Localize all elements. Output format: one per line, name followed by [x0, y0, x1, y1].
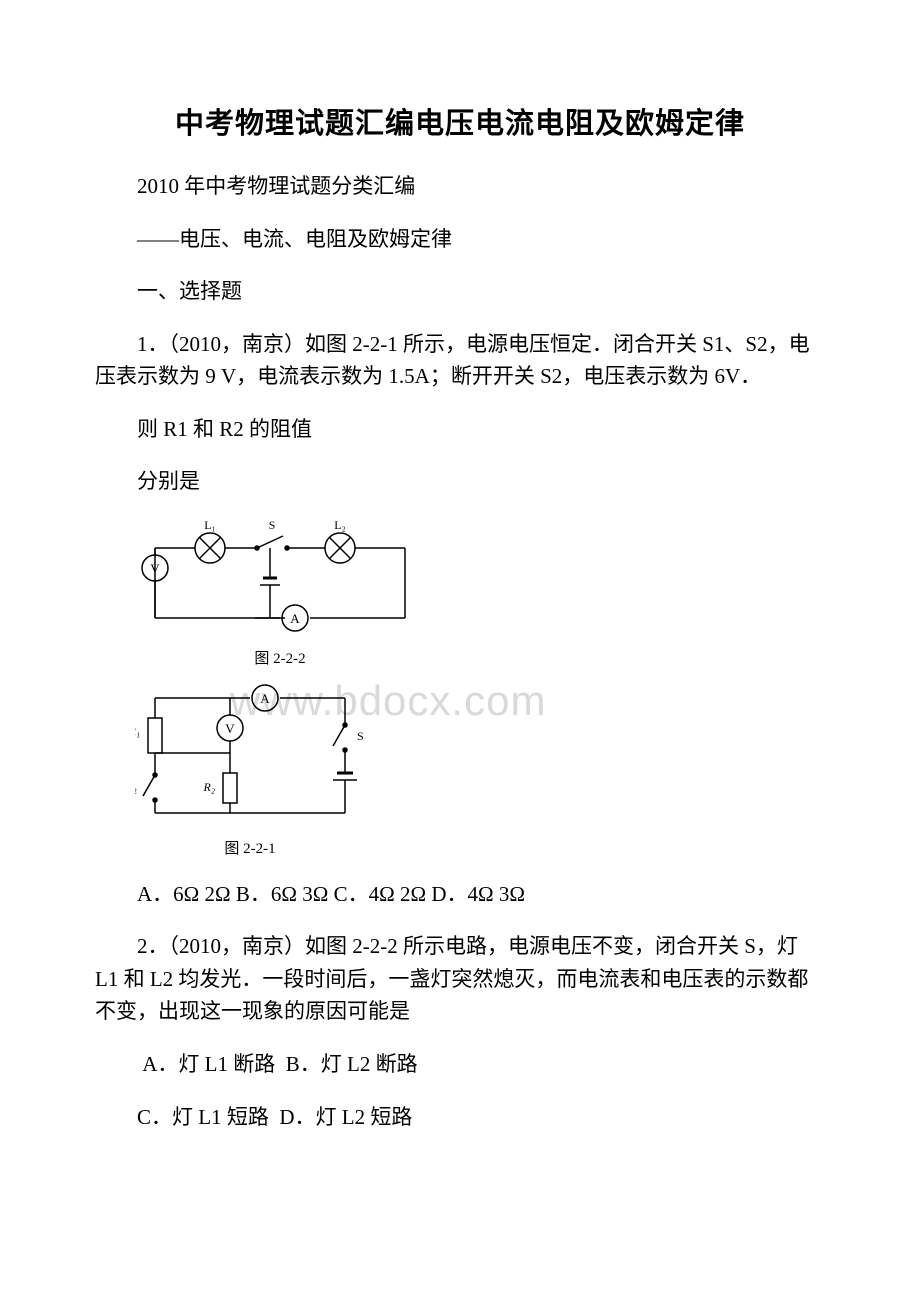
question-2-options-line1: A．灯 L1 断路 B．灯 L2 断路 — [95, 1048, 825, 1081]
v-label-221: V — [225, 721, 235, 736]
intro-line-1: 2010 年中考物理试题分类汇编 — [95, 170, 825, 203]
question-2-text: 2．（2010，南京）如图 2-2-2 所示电路，电源电压不变，闭合开关 S，灯… — [95, 930, 825, 1028]
s-label: S — [269, 518, 276, 532]
s1-label: S₁ — [357, 729, 365, 743]
r1-label: R₁ — [135, 724, 140, 738]
l1-label: L₁ — [204, 518, 216, 532]
figure-221-caption: 图 2-2-1 — [135, 837, 365, 858]
page-title: 中考物理试题汇编电压电流电阻及欧姆定律 — [95, 100, 825, 142]
v-label: V — [150, 561, 160, 576]
figure-2-2-1: A V R₁ R₂ S₁ S₂ 图 2-2-1 — [135, 678, 825, 858]
question-1-text: 1．（2010，南京）如图 2-2-1 所示，电源电压恒定．闭合开关 S1、S2… — [95, 328, 825, 393]
section-heading: 一、选择题 — [95, 275, 825, 308]
l2-label: L₂ — [334, 518, 346, 532]
figures-block: V A L₁ L₂ S 图 2-2-2 — [135, 518, 825, 858]
s2-label: S₂ — [135, 780, 137, 794]
r2-label: R₂ — [202, 780, 215, 794]
circuit-diagram-221: A V R₁ R₂ S₁ S₂ — [135, 678, 365, 828]
question-1-line3: 分别是 — [95, 465, 825, 498]
figure-2-2-2: V A L₁ L₂ S 图 2-2-2 — [135, 518, 825, 668]
a-label-221: A — [260, 691, 270, 706]
question-1-options: A．6Ω 2Ω B．6Ω 3Ω C．4Ω 2Ω D．4Ω 3Ω — [95, 878, 825, 911]
intro-line-2: ——电压、电流、电阻及欧姆定律 — [95, 223, 825, 256]
document-content: 中考物理试题汇编电压电流电阻及欧姆定律 2010 年中考物理试题分类汇编 ——电… — [95, 100, 825, 1133]
circuit-diagram-222: V A L₁ L₂ S — [135, 518, 425, 638]
question-1-line2: 则 R1 和 R2 的阻值 — [95, 413, 825, 446]
figure-222-caption: 图 2-2-2 — [135, 647, 425, 668]
a-label: A — [290, 611, 300, 626]
question-2-options-line2: C．灯 L1 短路 D．灯 L2 短路 — [95, 1101, 825, 1134]
